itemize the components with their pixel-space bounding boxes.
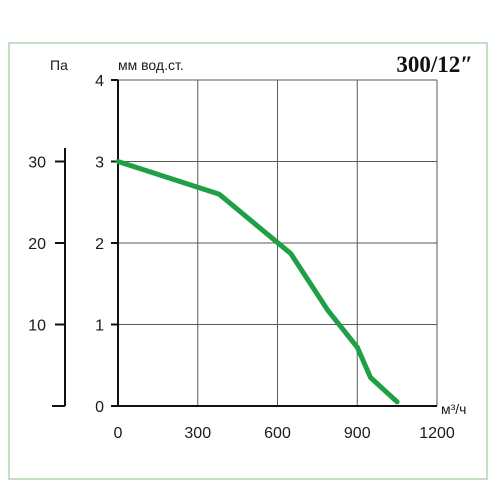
ticks [52,79,118,407]
secondary-y-tick-label: 10 [28,318,46,335]
x-axis-label: м³/ч [441,401,466,417]
x-tick-label: 1200 [419,425,455,442]
secondary-y-axis-label: Па [50,57,68,73]
x-tick-label: 600 [264,425,291,442]
x-tick-label: 300 [184,425,211,442]
y-axis-label: мм вод.ст. [118,57,184,73]
y-tick-label: 4 [95,73,104,90]
x-tick-label: 900 [344,425,371,442]
secondary-y-tick-label: 30 [28,155,46,172]
y-tick-label: 0 [95,399,104,416]
secondary-y-tick-label: 20 [28,236,46,253]
y-tick-label: 2 [95,236,104,253]
tick-labels: 0 300 600 900 1200 0 1 2 3 4 10 20 30 [28,73,455,442]
chart-title: 300/12″ [396,52,473,77]
y-tick-label: 1 [95,318,104,335]
performance-curve [115,159,400,405]
y-tick-label: 3 [95,155,104,172]
series-group [115,159,400,405]
x-tick-label: 0 [114,425,123,442]
